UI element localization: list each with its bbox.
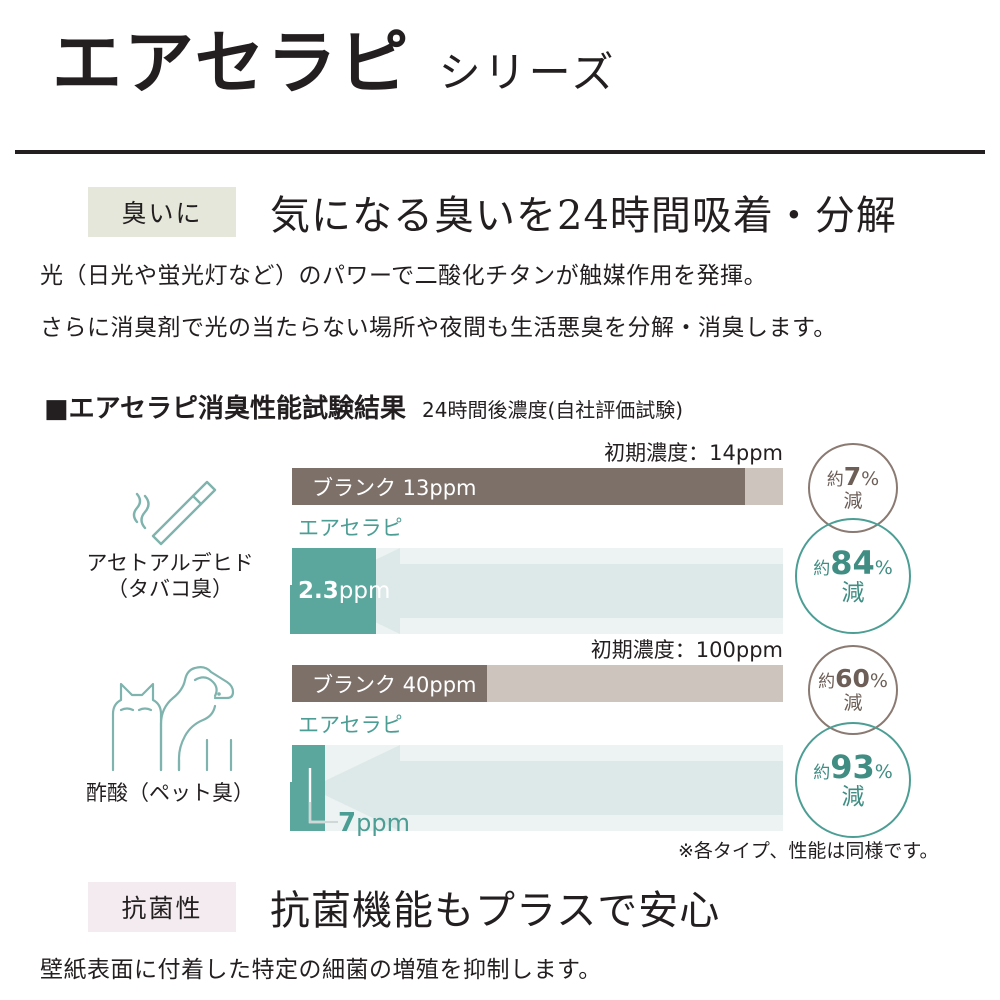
antibacterial-tag: 抗菌性 [88,882,236,932]
bar-blank-group-1: ブランク 13ppm [290,468,746,505]
category-label-acetic-acid: 酢酸（ペット臭） [86,781,254,805]
initial-concentration-label-group-2: 初期濃度：100ppm [590,638,783,662]
badge-percent-sign: % [861,468,880,491]
odor-body-line-2: さらに消臭剤で光の当たらない場所や夜間も生活悪臭を分解・消臭します。 [40,315,837,341]
page-header: エアセラピ シリーズ [52,28,617,100]
bar-air-name-group-1: エアセラピ [298,516,403,540]
cigarette-icon [132,480,217,546]
chart-title-subtitle: 24時間後濃度(自社評価試験) [422,398,684,422]
initial-concentration-label-group-1: 初期濃度：14ppm [604,441,783,465]
bar-start-separator-group-2 [290,665,292,782]
value-leader-line-group-2 [308,768,338,824]
reduction-arrow-icon-group-2 [310,745,783,831]
badge-approx-prefix: 約 [813,762,831,783]
category-acetic-acid: 酢酸（ペット臭） [55,662,285,806]
cat-dog-icon [111,666,235,772]
bar-track-blank-group-2: ブランク 40ppm [290,665,783,702]
badge-percent-sign: % [869,670,888,693]
category-sublabel-acetaldehyde: （タバコ臭） [107,577,233,602]
antibacterial-body-line-1: 壁紙表面に付着した特定の細菌の増殖を抑制します。 [40,957,602,983]
reduction-arrow-icon-group-1 [310,548,783,634]
bar-blank-label-group-2: ブランク 40ppm [312,672,477,697]
bar-blank-group-2: ブランク 40ppm [290,665,488,702]
odor-tag: 臭いに [88,187,236,237]
odor-body-line-1: 光（日光や蛍光灯など）のパワーで二酸化チタンが触媒作用を発揮。 [40,263,768,289]
bar-track-blank-bg-group-1: ブランク 13ppm [290,468,783,505]
badge-value: 7 [843,462,862,492]
header-divider [15,150,985,154]
chart-footnote: ※各タイプ、性能は同様です。 [678,840,939,862]
bar-track-air-group-1: エアセラピ 2.3ppm [290,516,783,634]
chart-title: ■エアセラピ消臭性能試験結果 24時間後濃度(自社評価試験) [44,388,683,425]
bar-track-air-bg-group-2: エアセラピ [290,713,783,831]
reduction-badge-air-group-2: 約 93 % 減 [795,722,911,838]
badge-suffix: 減 [841,784,865,811]
antibacterial-section-heading: 抗菌性 抗菌機能もプラスで安心 [88,878,720,936]
bar-track-blank-group-1: ブランク 13ppm [290,468,783,505]
badge-suffix: 減 [843,489,863,512]
odor-section-heading: 臭いに 気になる臭いを24時間吸着・分解 [88,183,897,241]
brand-series: シリーズ [438,48,617,97]
bar-air-value-group-2: 7ppm [338,808,410,838]
bar-track-air-group-2: エアセラピ [290,713,783,831]
category-acetaldehyde: アセトアルデヒド （タバコ臭） [55,470,285,603]
reduction-badge-air-group-1: 約 84 % 減 [795,518,911,634]
badge-approx-prefix: 約 [818,672,836,693]
brand-title: エアセラピ [52,22,411,104]
badge-value: 93 [830,747,875,786]
bar-blank-label-group-1: ブランク 13ppm [312,475,477,500]
bar-track-blank-bg-group-2: ブランク 40ppm [290,665,783,702]
badge-value: 84 [830,543,875,582]
bar-air-name-group-2: エアセラピ [298,713,403,737]
bar-air-group-1: 2.3ppm [290,548,390,634]
badge-suffix: 減 [841,580,865,607]
bar-air-group-2 [290,745,325,831]
antibacterial-headline: 抗菌機能もプラスで安心 [270,888,721,934]
badge-suffix: 減 [843,691,863,714]
bar-start-separator-group-1 [290,468,292,585]
bar-track-air-bg-group-1: エアセラピ 2.3ppm [290,516,783,634]
odor-headline: 気になる臭いを24時間吸着・分解 [270,193,897,239]
badge-percent-sign: % [874,760,893,783]
chart-title-main: ■エアセラピ消臭性能試験結果 [44,394,407,424]
badge-approx-prefix: 約 [826,470,844,491]
bar-air-value-group-1: 2.3ppm [298,578,391,604]
category-label-acetaldehyde: アセトアルデヒド [86,551,254,575]
badge-percent-sign: % [874,556,893,579]
badge-approx-prefix: 約 [813,558,831,579]
badge-value: 60 [835,664,870,694]
